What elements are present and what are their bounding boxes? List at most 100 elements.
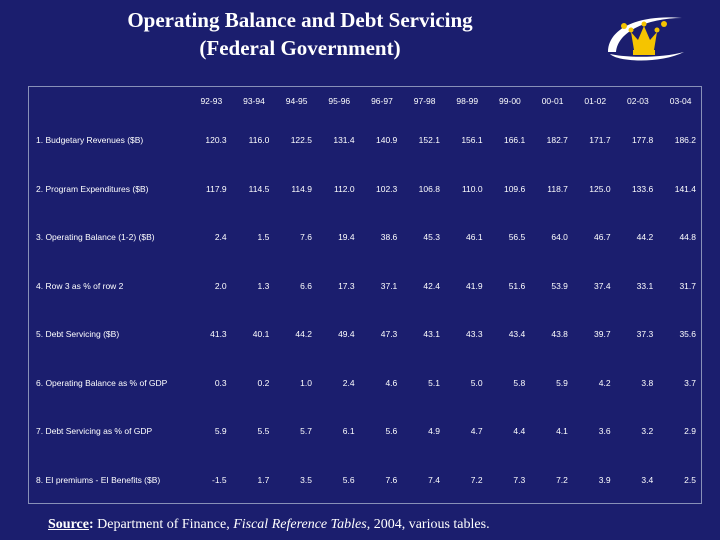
year-header: 96-97 <box>371 96 393 106</box>
table-cell: 3.8 <box>641 377 654 388</box>
table-cell: 33.1 <box>636 280 654 291</box>
table-cell: 47.3 <box>380 329 398 340</box>
table-cell: 44.2 <box>636 232 654 243</box>
table-cell: 2.4 <box>342 377 355 388</box>
table-cell: 4.9 <box>428 426 440 437</box>
table-cell: 112.0 <box>333 183 355 194</box>
table-cell: 7.3 <box>513 474 526 485</box>
table-cell: 6.1 <box>342 426 355 437</box>
data-table-container: 92-93 93-94 94-95 95-96 96-97 97-98 98-9… <box>28 86 702 504</box>
title-line-1: Operating Balance and Debt Servicing <box>127 8 473 32</box>
table-cell: 156.1 <box>461 135 483 146</box>
table-cell: 177.8 <box>631 135 654 146</box>
table-row: 6. Operating Balance as % of GDP 0.3 0.2 1.… <box>28 359 702 408</box>
year-header: 92-93 <box>200 96 223 106</box>
table-cell: 5.7 <box>300 426 312 437</box>
table-cell: 40.1 <box>252 329 270 340</box>
table-cell: 45.3 <box>423 232 440 243</box>
year-header: 99-00 <box>499 96 521 106</box>
table-cell: 125.0 <box>589 183 611 194</box>
table-cell: 114.5 <box>248 183 270 194</box>
year-header: 94-95 <box>285 96 308 106</box>
table-cell: 141.4 <box>674 183 696 194</box>
table-cell: 7.6 <box>300 232 312 243</box>
source-text-before: Department of Finance, <box>93 517 234 532</box>
table-cell: 41.3 <box>210 329 227 340</box>
table-cell: 114.9 <box>291 183 312 194</box>
year-header: 95-96 <box>328 96 351 106</box>
row-label: 3. Operating Balance (1-2) ($B) <box>36 232 155 243</box>
source-publication: Fiscal Reference Tables <box>233 517 367 532</box>
table-header-row: 92-93 93-94 94-95 95-96 96-97 97-98 98-9… <box>28 86 702 116</box>
table-cell: 3.5 <box>300 474 312 485</box>
table-cell: 5.9 <box>214 426 227 437</box>
table-cell: 118.7 <box>547 183 568 194</box>
table-cell: 109.6 <box>503 183 526 194</box>
source-text-after: , 2004, various tables. <box>366 517 490 532</box>
table-cell: 37.1 <box>380 280 398 291</box>
source-label: Source <box>48 517 89 532</box>
table-cell: 152.1 <box>418 135 440 146</box>
table-cell: 1.7 <box>257 474 270 485</box>
table-cell: 116.0 <box>248 135 270 146</box>
table-cell: 51.6 <box>508 280 526 291</box>
year-header: 98-99 <box>456 96 479 106</box>
table-cell: 3.7 <box>684 377 696 388</box>
table-cell: 5.6 <box>342 474 355 485</box>
table-cell: 1.5 <box>257 232 270 243</box>
row-label: 6. Operating Balance as % of GDP <box>36 377 168 388</box>
table-cell: 43.3 <box>466 329 483 340</box>
table-cell: 0.2 <box>257 377 270 388</box>
table-cell: 56.5 <box>508 232 526 243</box>
table-cell: 5.8 <box>513 377 526 388</box>
table-cell: 37.4 <box>594 280 611 291</box>
page-title: Operating Balance and Debt Servicing (Fe… <box>20 6 580 62</box>
table-cell: 46.1 <box>466 232 483 243</box>
table-cell: 0.3 <box>214 377 227 388</box>
year-header: 01-02 <box>584 96 607 106</box>
table-cell: 133.6 <box>631 183 654 194</box>
table-cell: 4.2 <box>598 377 611 388</box>
table-cell: 7.6 <box>385 474 398 485</box>
table-cell: 186.2 <box>674 135 696 146</box>
table-cell: 2.9 <box>684 426 696 437</box>
table-cell: 46.7 <box>594 232 611 243</box>
table-cell: 35.6 <box>679 329 696 340</box>
table-row: 2. Program Expenditures ($B) 117.9 114.5 11… <box>28 165 702 214</box>
year-header: 93-94 <box>243 96 265 106</box>
table-cell: 42.4 <box>423 280 440 291</box>
table-cell: 182.7 <box>546 135 568 146</box>
row-label: 4. Row 3 as % of row 2 <box>36 280 124 291</box>
table-cell: 53.9 <box>551 280 568 291</box>
table-cell: 117.9 <box>206 183 227 194</box>
table-cell: 4.6 <box>385 377 398 388</box>
table-cell: 3.6 <box>598 426 611 437</box>
table-cell: 5.5 <box>257 426 270 437</box>
table-row: 8. EI premiums - EI Benefits ($B) -1.5 1.7… <box>28 456 702 505</box>
table-cell: 102.3 <box>376 183 398 194</box>
year-header: 97-98 <box>413 96 436 106</box>
table-cell: 3.4 <box>641 474 654 485</box>
year-header: 02-03 <box>627 96 649 106</box>
table-cell: 7.4 <box>428 474 440 485</box>
year-header: 03-04 <box>669 96 692 106</box>
title-line-2: (Federal Government) <box>199 36 401 60</box>
table-cell: 3.9 <box>598 474 611 485</box>
table-cell: 6.6 <box>300 280 312 291</box>
table-cell: 5.9 <box>556 377 568 388</box>
data-table: 92-93 93-94 94-95 95-96 96-97 97-98 98-9… <box>28 86 702 504</box>
table-body: 1. Budgetary Revenues ($B) 120.3 116.0 122.… <box>28 116 702 504</box>
table-cell: 38.6 <box>380 232 398 243</box>
table-cell: -1.5 <box>212 474 227 485</box>
table-cell: 131.4 <box>333 135 355 146</box>
year-header: 00-01 <box>541 96 564 106</box>
table-cell: 110.0 <box>461 183 483 194</box>
table-cell: 120.3 <box>205 135 227 146</box>
table-cell: 43.4 <box>508 329 526 340</box>
table-cell: 1.0 <box>300 377 312 388</box>
table-cell: 49.4 <box>338 329 355 340</box>
table-cell: 43.8 <box>551 329 568 340</box>
table-cell: 44.2 <box>295 329 312 340</box>
table-header-corner <box>28 86 190 116</box>
row-label: 5. Debt Servicing ($B) <box>36 329 120 340</box>
